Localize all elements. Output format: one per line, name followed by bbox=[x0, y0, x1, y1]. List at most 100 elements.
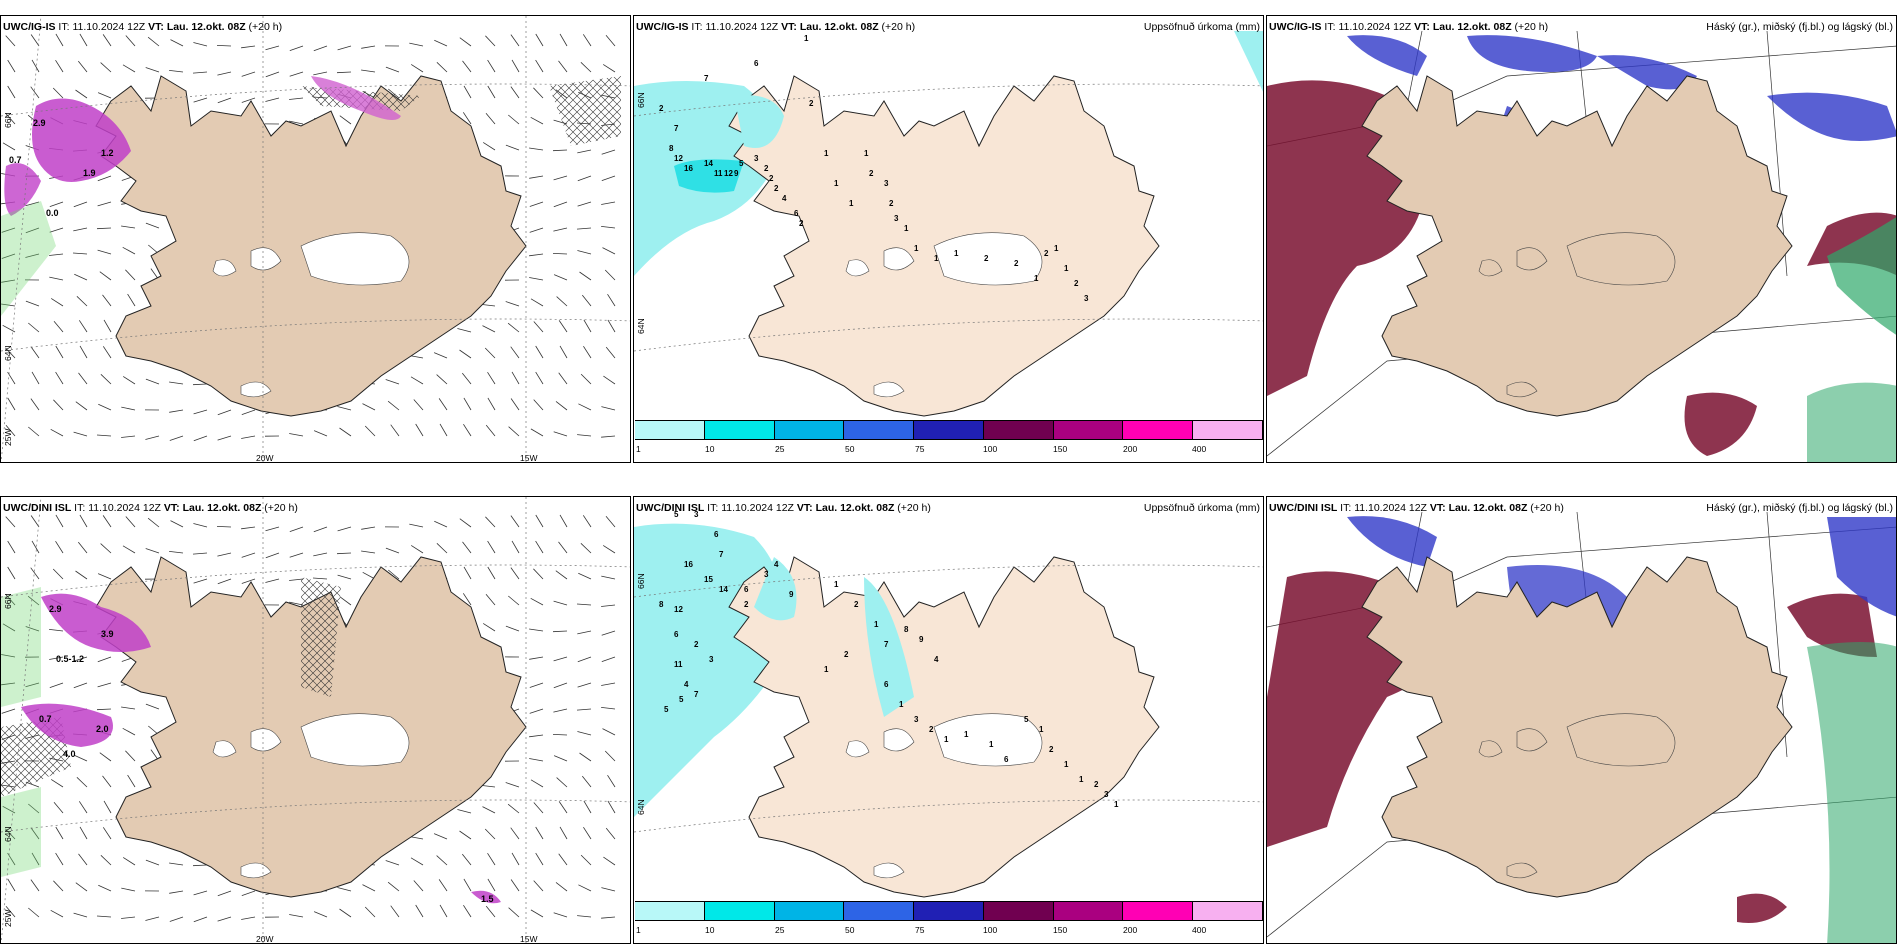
wind-barb bbox=[25, 227, 40, 234]
precip-value-label: 6 bbox=[714, 530, 719, 539]
wind-barb bbox=[5, 516, 16, 528]
wind-barb bbox=[25, 682, 40, 688]
wind-barb bbox=[485, 35, 496, 47]
wind-barb bbox=[558, 60, 568, 73]
precip-value-label: 6 bbox=[674, 630, 679, 639]
wind-barb bbox=[390, 424, 400, 437]
cbar-seg-3 bbox=[774, 421, 845, 439]
cbar-tick: 75 bbox=[915, 444, 925, 454]
cbar-tick: 150 bbox=[1053, 925, 1068, 935]
cbar-tick: 10 bbox=[705, 925, 715, 935]
glacier-outline bbox=[1516, 247, 1548, 271]
wind-barb bbox=[579, 271, 592, 281]
wind-barb bbox=[580, 854, 592, 866]
precip-value-label: 1 bbox=[954, 249, 959, 258]
wind-barb bbox=[362, 571, 376, 580]
wind-barb bbox=[602, 64, 616, 73]
precip-value-label: 3 bbox=[694, 510, 699, 519]
wind-barb bbox=[147, 36, 160, 47]
wind-barb bbox=[409, 523, 424, 528]
precip-value-label: 7 bbox=[704, 74, 709, 83]
wind-barb bbox=[192, 552, 208, 555]
wind-barb bbox=[605, 346, 616, 359]
precip-value-label: 1 bbox=[899, 700, 904, 709]
wind-barb bbox=[125, 269, 136, 281]
wind-barb bbox=[25, 626, 40, 632]
cbar-tick: 25 bbox=[775, 444, 785, 454]
wind-barb bbox=[122, 64, 136, 73]
cbar-seg-7 bbox=[1053, 421, 1124, 439]
wind-barb bbox=[577, 915, 592, 918]
precip-value-label: 1 bbox=[824, 665, 829, 674]
wind-barb bbox=[530, 779, 544, 788]
lat-label-66n: 66N bbox=[3, 593, 13, 609]
wind-barb bbox=[30, 827, 40, 840]
wind-barb bbox=[605, 516, 616, 528]
wind-barb bbox=[485, 905, 496, 918]
precip-value-label: 1 bbox=[849, 199, 854, 208]
wind-barb bbox=[79, 514, 88, 528]
wind-barb bbox=[505, 782, 520, 788]
cbar-seg-8 bbox=[1123, 421, 1194, 439]
wind-barb bbox=[535, 826, 544, 840]
wind-barb bbox=[337, 406, 352, 411]
wind-barb bbox=[553, 600, 568, 606]
wind-barb bbox=[53, 321, 64, 333]
wind-barb bbox=[125, 750, 136, 762]
wind-barb bbox=[31, 540, 40, 554]
cbar-tick: 400 bbox=[1192, 444, 1207, 454]
precip-value-label: 5 bbox=[1024, 715, 1029, 724]
glacier-outline bbox=[1506, 862, 1538, 879]
wind-barb bbox=[577, 434, 592, 437]
wind-barb bbox=[102, 34, 112, 47]
wind-barb bbox=[529, 734, 544, 738]
wind-barb bbox=[27, 595, 40, 606]
svg-text:0.7: 0.7 bbox=[39, 714, 52, 724]
wind-barb bbox=[578, 572, 592, 580]
cbar-seg-7 bbox=[1053, 902, 1124, 920]
wind-barb bbox=[77, 541, 88, 554]
precip-value-label: 2 bbox=[1049, 745, 1054, 754]
glacier-outline bbox=[250, 728, 282, 752]
wind-barb bbox=[559, 826, 568, 840]
wind-barb bbox=[510, 567, 520, 580]
precip-value-label: 1 bbox=[874, 620, 879, 629]
wind-barb bbox=[102, 775, 112, 788]
wind-barb bbox=[457, 809, 472, 814]
panel-wind-uwc-ig: UWC/IG-IS IT: 11.10.2024 12Z VT: Lau. 12… bbox=[0, 15, 631, 463]
precip-value-label: 3 bbox=[1084, 294, 1089, 303]
wind-barb bbox=[390, 905, 400, 918]
hatch-area-northeast bbox=[549, 76, 621, 146]
wind-barb bbox=[49, 227, 64, 233]
cbar-seg-2 bbox=[704, 421, 775, 439]
wind-barb bbox=[193, 578, 208, 584]
wind-barb bbox=[313, 552, 328, 557]
wind-barb bbox=[52, 568, 64, 580]
precip-value-label: 2 bbox=[929, 725, 934, 734]
wind-barb bbox=[582, 515, 592, 528]
wind-barb bbox=[535, 852, 544, 866]
wind-barb bbox=[193, 42, 208, 47]
wind-barb bbox=[553, 274, 568, 281]
wind-barb bbox=[25, 253, 40, 258]
svg-text:1.9: 1.9 bbox=[83, 168, 96, 178]
wind-barb bbox=[7, 85, 16, 99]
wind-barb bbox=[99, 271, 112, 281]
precip-value-label: 2 bbox=[854, 600, 859, 609]
wind-barb bbox=[463, 878, 472, 892]
wind-barb bbox=[485, 424, 496, 437]
wind-barb bbox=[361, 45, 376, 49]
wind-barb bbox=[97, 201, 112, 207]
cbar-seg-6 bbox=[983, 421, 1054, 439]
wind-barb bbox=[73, 682, 88, 689]
wind-barb bbox=[482, 806, 496, 814]
wind-barb bbox=[436, 543, 448, 554]
wind-barb bbox=[436, 374, 448, 385]
precip-value-label: 1 bbox=[1064, 264, 1069, 273]
wind-barb bbox=[436, 62, 448, 73]
wind-barb bbox=[553, 682, 568, 689]
precip-value-label: 3 bbox=[1104, 790, 1109, 799]
wind-barb bbox=[582, 34, 592, 47]
wind-barb bbox=[192, 864, 208, 867]
wind-barb bbox=[409, 42, 424, 47]
